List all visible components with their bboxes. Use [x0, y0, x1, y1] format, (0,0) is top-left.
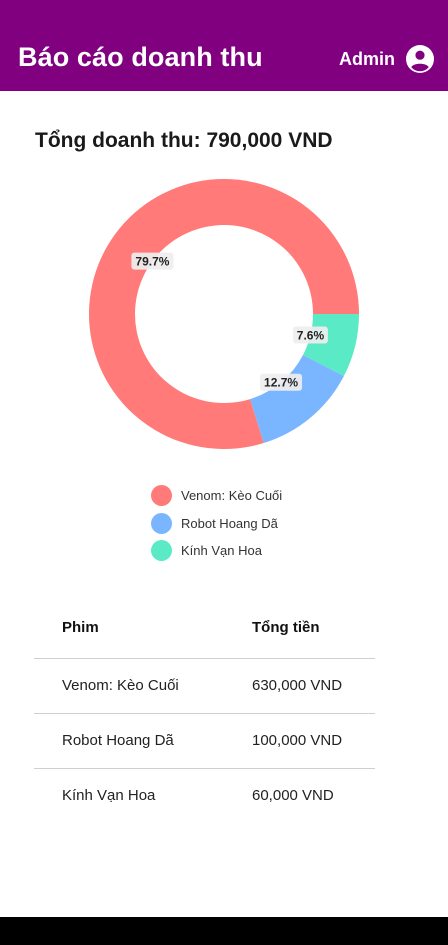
legend-label: Venom: Kèo Cuối: [181, 488, 283, 504]
slice-percent-label: 7.6%: [293, 326, 328, 344]
legend-color-dot: [151, 485, 172, 507]
table-row: Kính Vạn Hoa 60,000 VND: [34, 769, 375, 824]
svg-text:79.7%: 79.7%: [135, 254, 169, 268]
slice-percent-label: 79.7%: [131, 252, 174, 270]
total-amount-cell: 630,000 VND: [252, 677, 343, 694]
table-header: Phim Tổng tiền: [34, 600, 375, 659]
svg-text:12.7%: 12.7%: [264, 376, 298, 390]
app-bar: Báo cáo doanh thu Admin: [0, 0, 448, 91]
slice-percent-label: 12.7%: [260, 373, 303, 391]
legend-label: Robot Hoang Dã: [181, 515, 278, 531]
film-name-cell: Venom: Kèo Cuối: [62, 677, 179, 694]
system-navigation-bar: [0, 917, 448, 945]
table-row: Robot Hoang Dã 100,000 VND: [34, 714, 375, 769]
film-name-cell: Robot Hoang Dã: [62, 732, 174, 749]
svg-text:7.6%: 7.6%: [297, 328, 325, 342]
donut-slice: [89, 178, 359, 449]
total-amount-cell: 60,000 VND: [252, 787, 334, 804]
legend-item: Robot Hoang Dã: [151, 510, 282, 538]
legend-item: Venom: Kèo Cuối: [151, 482, 282, 510]
revenue-donut-chart: 79.7% 12.7% 7.6%: [89, 178, 359, 449]
total-amount-cell: 100,000 VND: [252, 732, 343, 749]
page-title: Báo cáo doanh thu: [18, 42, 263, 72]
chart-legend: Venom: Kèo Cuối Robot Hoang Dã Kính Vạn …: [151, 482, 282, 565]
total-revenue: Tổng doanh thu: 790,000 VND: [35, 129, 333, 152]
table-row: Venom: Kèo Cuối 630,000 VND: [34, 659, 375, 714]
column-header-film: Phim: [62, 619, 99, 636]
legend-color-dot: [151, 512, 172, 534]
user-name[interactable]: Admin: [339, 49, 395, 69]
account-circle-icon[interactable]: [405, 44, 435, 74]
donut-slice: [250, 354, 344, 444]
column-header-total: Tổng tiền: [252, 619, 320, 636]
legend-item: Kính Vạn Hoa: [151, 537, 282, 565]
legend-label: Kính Vạn Hoa: [181, 543, 262, 559]
revenue-table: Phim Tổng tiền Venom: Kèo Cuối 630,000 V…: [34, 600, 375, 824]
legend-color-dot: [151, 540, 172, 562]
film-name-cell: Kính Vạn Hoa: [62, 787, 156, 804]
